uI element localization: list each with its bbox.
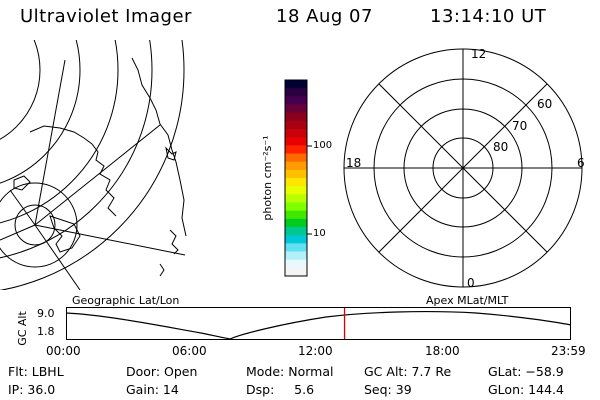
colorbar-cell	[285, 186, 307, 195]
colorbar-cell	[285, 227, 307, 236]
timeline-frame	[66, 307, 571, 340]
polar-diagonal	[378, 83, 548, 253]
timeline-x-tick: 06:00	[172, 344, 207, 358]
lat-circle	[0, 40, 41, 140]
lat-label-70: 70	[512, 119, 528, 133]
colorbar-cell	[285, 178, 307, 187]
status-door: Door: Open	[126, 364, 198, 379]
colorbar-cell	[285, 88, 307, 97]
timeline-y-tick: 9.0	[37, 307, 55, 320]
coastline	[159, 263, 165, 277]
timeline-y-tick: 1.8	[37, 325, 55, 338]
timeline-left-label: Geographic Lat/Lon	[72, 294, 180, 307]
colorbar-cell	[285, 153, 307, 163]
altitude-timeline	[66, 307, 572, 340]
colorbar-tick-label: 10	[313, 228, 326, 239]
colorbar-cell	[285, 80, 307, 89]
status-mode: Mode: Normal	[246, 364, 334, 379]
lat-circle	[0, 40, 185, 290]
status-seq: Seq: 39	[364, 382, 412, 397]
altitude-curve	[66, 310, 572, 340]
status-gc-alt: GC Alt: 7.7 Re	[364, 364, 452, 379]
colorbar-tick-label: 100	[313, 140, 333, 151]
colorbar-cell	[285, 251, 307, 261]
mlt-label-0: 0	[467, 276, 475, 290]
meridian-line	[34, 224, 81, 290]
status-ip: IP: 36.0	[8, 382, 56, 397]
colorbar-cell	[285, 161, 307, 171]
timeline-x-tick: 23:59	[551, 344, 586, 358]
status-filter: Flt: LBHL	[8, 364, 64, 379]
timeline-x-tick: 00:00	[46, 344, 81, 358]
colorbar-cell	[285, 129, 307, 138]
colorbar-cell	[285, 235, 307, 244]
mlt-label-12: 12	[471, 47, 487, 61]
colorbar-cell	[285, 96, 307, 105]
colorbar-cell	[285, 104, 307, 114]
coastline	[169, 229, 179, 255]
colorbar-cell	[285, 145, 307, 154]
lat-circle	[0, 40, 81, 184]
timeline-x-tick: 12:00	[298, 344, 333, 358]
status-glat: GLat: −58.9	[488, 364, 564, 379]
colorbar-cell	[285, 120, 307, 130]
meridian-line	[34, 124, 161, 226]
colorbar-cell	[285, 202, 307, 212]
lat-circle	[0, 40, 153, 259]
timeline-right-label: Apex MLat/MLT	[426, 294, 509, 307]
colorbar-frame	[284, 79, 308, 277]
polar-plot	[343, 48, 583, 288]
colorbar-cell	[285, 259, 307, 269]
meridian-line	[9, 189, 36, 226]
pole-circle	[0, 182, 78, 268]
coastline	[131, 57, 187, 237]
colorbar-cell	[285, 267, 307, 277]
colorbar-cells	[285, 80, 307, 277]
colorbar-cell	[285, 218, 307, 228]
coastline	[165, 146, 177, 161]
meridian-line	[34, 59, 66, 226]
pole-circle	[14, 204, 56, 246]
colorbar-unit-label: photon cm⁻²s⁻¹	[261, 135, 274, 220]
meridian-line	[34, 224, 186, 256]
timeline-y-axis-label: GC Alt	[15, 311, 29, 346]
colorbar-cell	[285, 210, 307, 220]
lat-circle	[0, 40, 119, 224]
colorbar: photon cm⁻²s⁻¹	[261, 79, 312, 277]
geographic-map	[0, 40, 187, 290]
status-gain: Gain: 14	[126, 382, 179, 397]
mlt-label-18: 18	[346, 156, 362, 170]
colorbar-cell	[285, 137, 307, 146]
observation-date: 18 Aug 07	[276, 6, 373, 27]
mlt-label-6: 6	[577, 156, 585, 170]
coastline	[13, 175, 31, 191]
coastline	[29, 125, 117, 217]
lat-label-60: 60	[537, 97, 553, 111]
status-glon: GLon: 144.4	[488, 382, 564, 397]
meridian-line	[0, 224, 36, 241]
timeline-x-tick: 18:00	[425, 344, 460, 358]
instrument-title: Ultraviolet Imager	[20, 6, 192, 27]
colorbar-cell	[285, 112, 307, 122]
colorbar-cell	[285, 243, 307, 252]
colorbar-cell	[285, 194, 307, 203]
header: Ultraviolet Imager 18 Aug 07 13:14:10 UT	[0, 6, 600, 30]
lat-label-80: 80	[493, 140, 509, 154]
observation-time: 13:14:10 UT	[430, 6, 547, 27]
colorbar-cell	[285, 169, 307, 179]
coastline	[49, 215, 81, 253]
status-dsp: Dsp: 5.6	[246, 382, 315, 397]
